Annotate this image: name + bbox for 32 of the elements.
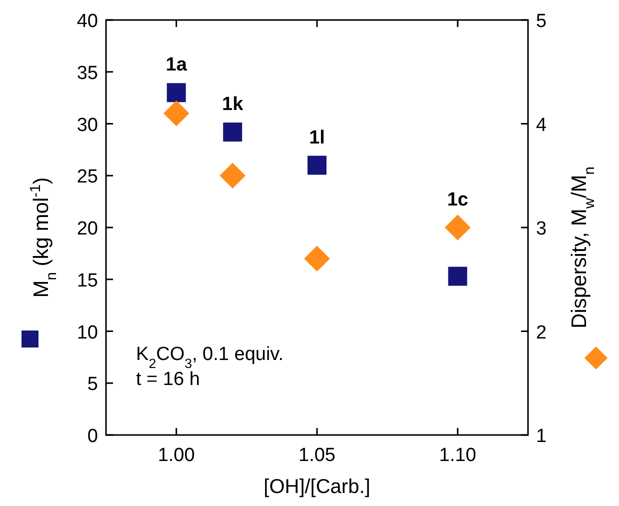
y-tick-label: 35	[76, 62, 98, 84]
y2-tick-label: 4	[536, 114, 547, 136]
point	[220, 162, 246, 189]
point	[304, 246, 330, 272]
y2-tick-label: 1	[536, 426, 547, 447]
point	[444, 214, 471, 240]
y-tick-label: 15	[76, 270, 98, 292]
y-tick-label: 5	[87, 374, 98, 396]
annotation: K$_{2}$CO$_{3}$, 0.1 equiv.	[136, 344, 284, 370]
y2-tick-label: 2	[536, 322, 547, 344]
annotation: 1l	[309, 127, 325, 148]
y2-tick-label: 3	[536, 218, 547, 240]
point	[448, 266, 468, 286]
y-tick-label: 40	[76, 11, 98, 32]
y-tick-label: 30	[76, 114, 98, 136]
annotation: 1c	[447, 190, 469, 210]
annotation: 1k	[222, 94, 244, 116]
y2-tick-label: 5	[536, 11, 547, 32]
x-axis-title: [OH]/[Carb.]	[264, 476, 370, 498]
y-tick-label: 0	[87, 426, 98, 447]
x-tick-label: 1.00	[158, 445, 195, 466]
annotation: t = 16 h	[136, 369, 200, 390]
y-tick-label: 20	[76, 218, 98, 240]
y-tick-label: 10	[76, 322, 98, 344]
point	[308, 156, 326, 175]
y-tick-label: 25	[76, 166, 98, 188]
x-tick-label: 1.10	[439, 445, 476, 466]
x-tick-label: 1.05	[298, 445, 336, 466]
point	[223, 122, 242, 142]
point	[163, 100, 190, 126]
point	[166, 83, 186, 102]
annotation: 1a	[166, 54, 188, 76]
